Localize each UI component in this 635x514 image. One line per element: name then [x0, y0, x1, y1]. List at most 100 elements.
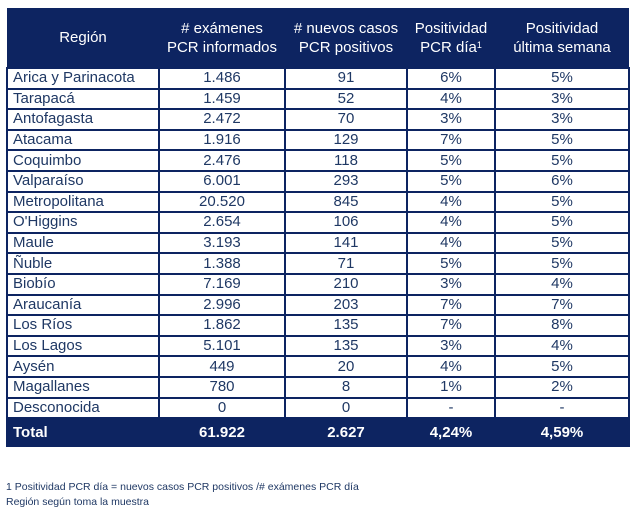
positivity-week-cell: 5% [494, 128, 630, 152]
region-cell: Los Lagos [6, 334, 160, 358]
cases-cell: 203 [284, 293, 408, 317]
exams-cell: 1.486 [158, 67, 286, 90]
cases-cell: 129 [284, 128, 408, 152]
positivity-day-cell: 3% [406, 272, 496, 296]
cases-cell: 8 [284, 375, 408, 399]
table-row: Atacama 1.916 129 7% 5% [6, 128, 630, 152]
positivity-week-cell: 7% [494, 293, 630, 317]
region-cell: Valparaíso [6, 169, 160, 193]
cases-cell: 20 [284, 355, 408, 378]
table-row: Tarapacá 1.459 52 4% 3% [6, 87, 630, 111]
region-cell: O'Higgins [6, 211, 160, 234]
region-cell: Coquimbo [6, 149, 160, 172]
table-row: Aysén 449 20 4% 5% [6, 355, 630, 378]
positivity-day-cell: 5% [406, 252, 496, 275]
region-cell: Magallanes [6, 375, 160, 399]
table-row: Metropolitana 20.520 845 4% 5% [6, 190, 630, 214]
exams-cell: 2.472 [158, 108, 286, 131]
positivity-week-cell: - [494, 396, 630, 420]
header-row: Región # exámenes PCR informados # nuevos… [7, 8, 629, 68]
positivity-week-cell: 2% [494, 375, 630, 399]
table-row: Magallanes 780 8 1% 2% [6, 375, 630, 399]
cases-cell: 135 [284, 334, 408, 358]
positivity-week-cell: 4% [494, 272, 630, 296]
header-positivity-day: Positividad PCR día1 [407, 8, 495, 68]
exams-cell: 6.001 [158, 169, 286, 193]
region-cell: Desconocida [6, 396, 160, 420]
region-cell: Atacama [6, 128, 160, 152]
exams-cell: 7.169 [158, 272, 286, 296]
exams-cell: 2.996 [158, 293, 286, 317]
positivity-day-cell: 4% [406, 231, 496, 255]
table-row: Ñuble 1.388 71 5% 5% [6, 252, 630, 275]
positivity-day-cell: 3% [406, 334, 496, 358]
region-cell: Metropolitana [6, 190, 160, 214]
exams-cell: 1.459 [158, 87, 286, 111]
positivity-day-cell: 1% [406, 375, 496, 399]
exams-cell: 5.101 [158, 334, 286, 358]
exams-cell: 2.476 [158, 149, 286, 172]
region-cell: Araucanía [6, 293, 160, 317]
table-row: Antofagasta 2.472 70 3% 3% [6, 108, 630, 131]
exams-cell: 1.916 [158, 128, 286, 152]
positivity-day-cell: 7% [406, 314, 496, 337]
cases-cell: 106 [284, 211, 408, 234]
header-exams: # exámenes PCR informados [159, 8, 285, 68]
footnotes: 1 Positividad PCR día = nuevos casos PCR… [6, 480, 359, 510]
cases-cell: 141 [284, 231, 408, 255]
cases-cell: 52 [284, 87, 408, 111]
positivity-day-cell: 6% [406, 67, 496, 90]
header-cases: # nuevos casos PCR positivos [285, 8, 407, 68]
footnote-region-note: Región según toma la muestra [6, 496, 149, 508]
table-row: Los Ríos 1.862 135 7% 8% [6, 314, 630, 337]
positivity-week-cell: 5% [494, 149, 630, 172]
table-row: Los Lagos 5.101 135 3% 4% [6, 334, 630, 358]
cases-cell: 210 [284, 272, 408, 296]
positivity-week-cell: 8% [494, 314, 630, 337]
exams-cell: 20.520 [158, 190, 286, 214]
cases-cell: 91 [284, 67, 408, 90]
region-cell: Biobío [6, 272, 160, 296]
positivity-day-cell: 4% [406, 87, 496, 111]
positivity-day-cell: 5% [406, 149, 496, 172]
table-row: Maule 3.193 141 4% 5% [6, 231, 630, 255]
cases-cell: 293 [284, 169, 408, 193]
cases-cell: 0 [284, 396, 408, 420]
positivity-week-cell: 5% [494, 67, 630, 90]
positivity-week-cell: 5% [494, 211, 630, 234]
footnote-positivity-definition: 1 Positividad PCR día = nuevos casos PCR… [6, 481, 359, 493]
region-cell: Ñuble [6, 252, 160, 275]
positivity-week-cell: 3% [494, 108, 630, 131]
positivity-day-cell: 5% [406, 169, 496, 193]
cases-cell: 71 [284, 252, 408, 275]
region-cell: Los Ríos [6, 314, 160, 337]
cases-cell: 118 [284, 149, 408, 172]
positivity-week-cell: 5% [494, 355, 630, 378]
positivity-week-cell: 5% [494, 190, 630, 214]
positivity-week-cell: 3% [494, 87, 630, 111]
positivity-day-cell: 7% [406, 293, 496, 317]
exams-cell: 780 [158, 375, 286, 399]
footnote-marker: 1 [476, 39, 482, 50]
table-row: Desconocida 0 0- - [6, 396, 630, 420]
positivity-day-cell: - [406, 396, 496, 420]
header-region: Región [7, 8, 159, 68]
region-cell: Tarapacá [6, 87, 160, 111]
region-cell: Aysén [6, 355, 160, 378]
positivity-day-cell: 4% [406, 190, 496, 214]
positivity-day-cell: 4% [406, 211, 496, 234]
region-cell: Antofagasta [6, 108, 160, 131]
total-label: Total [6, 417, 160, 448]
total-cases: 2.627 [284, 417, 408, 448]
exams-cell: 1.862 [158, 314, 286, 337]
cases-cell: 70 [284, 108, 408, 131]
total-positivity-week: 4,59% [494, 417, 630, 448]
positivity-day-cell: 7% [406, 128, 496, 152]
exams-cell: 0 [158, 396, 286, 420]
table-row: Arica y Parinacota 1.486 91 6% 5% [6, 67, 630, 90]
cases-cell: 135 [284, 314, 408, 337]
table-row: O'Higgins 2.654 106 4% 5% [6, 211, 630, 234]
table-row: Araucanía 2.996 203 7% 7% [6, 293, 630, 317]
exams-cell: 1.388 [158, 252, 286, 275]
exams-cell: 2.654 [158, 211, 286, 234]
